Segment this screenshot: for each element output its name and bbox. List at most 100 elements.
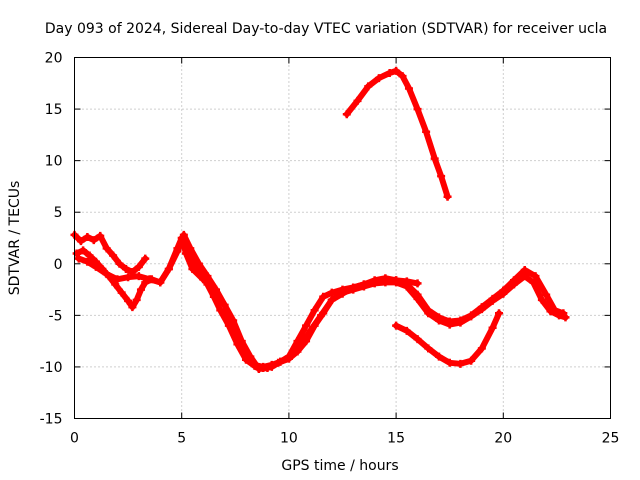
data-point bbox=[364, 82, 373, 91]
data-point bbox=[430, 154, 439, 163]
data-point bbox=[91, 262, 100, 271]
data-point bbox=[216, 306, 225, 315]
data-traces bbox=[70, 66, 570, 373]
data-point bbox=[456, 359, 465, 368]
data-point bbox=[79, 246, 88, 255]
data-point bbox=[109, 251, 118, 260]
data-point bbox=[164, 264, 173, 273]
data-point bbox=[529, 278, 538, 287]
data-point bbox=[392, 321, 401, 330]
data-point bbox=[259, 363, 268, 372]
data-point bbox=[561, 313, 570, 322]
data-point bbox=[422, 127, 431, 136]
data-point bbox=[434, 352, 443, 361]
data-point bbox=[392, 276, 401, 285]
data-point bbox=[319, 292, 328, 301]
data-point bbox=[310, 306, 319, 315]
y-tick-label: 10 bbox=[45, 154, 63, 170]
data-point bbox=[102, 244, 111, 253]
data-point bbox=[353, 96, 362, 105]
y-tick-label: -10 bbox=[40, 360, 63, 376]
data-point bbox=[134, 272, 143, 281]
data-point bbox=[467, 356, 476, 365]
data-point bbox=[424, 344, 433, 353]
data-point bbox=[413, 105, 422, 114]
data-point bbox=[302, 337, 311, 346]
chart-title: Day 093 of 2024, Sidereal Day-to-day VTE… bbox=[45, 21, 607, 37]
data-point bbox=[276, 357, 285, 366]
data-point bbox=[381, 274, 390, 283]
grid-lines bbox=[74, 57, 611, 419]
data-point bbox=[370, 276, 379, 285]
data-point bbox=[229, 316, 238, 325]
data-point bbox=[134, 262, 143, 271]
x-axis-label: GPS time / hours bbox=[281, 458, 398, 474]
data-point bbox=[413, 294, 422, 303]
y-tick-label: 5 bbox=[54, 205, 63, 221]
y-tick-label: 0 bbox=[54, 257, 63, 273]
data-point bbox=[374, 74, 383, 83]
y-tick-labels: -15 -10 -5 0 5 10 15 20 bbox=[40, 51, 63, 428]
data-point bbox=[203, 280, 212, 289]
data-point bbox=[74, 254, 83, 263]
data-point bbox=[477, 305, 486, 314]
y-tick-label: 15 bbox=[45, 102, 63, 118]
data-point bbox=[124, 273, 133, 282]
data-point bbox=[233, 340, 242, 349]
data-point bbox=[124, 296, 133, 305]
data-point bbox=[113, 275, 122, 284]
data-point bbox=[413, 335, 422, 344]
data-point bbox=[96, 231, 105, 240]
x-tick-label: 10 bbox=[280, 431, 298, 447]
data-point bbox=[402, 326, 411, 335]
data-point bbox=[132, 295, 141, 304]
data-point bbox=[89, 236, 98, 245]
data-point bbox=[443, 192, 452, 201]
data-point bbox=[121, 264, 130, 273]
data-point bbox=[156, 278, 165, 287]
data-point bbox=[224, 321, 233, 330]
x-tick-label: 5 bbox=[177, 431, 186, 447]
data-point bbox=[190, 259, 199, 268]
data-point bbox=[136, 285, 145, 294]
data-point bbox=[488, 296, 497, 305]
data-point bbox=[413, 279, 422, 288]
y-tick-label: -15 bbox=[40, 412, 63, 428]
data-point bbox=[338, 289, 347, 298]
data-point bbox=[184, 249, 193, 258]
y-tick-label: 20 bbox=[45, 51, 63, 67]
data-point bbox=[488, 323, 497, 332]
data-point bbox=[359, 280, 368, 289]
data-point bbox=[385, 68, 394, 77]
data-point bbox=[302, 321, 311, 330]
data-point bbox=[319, 309, 328, 318]
data-point bbox=[542, 290, 551, 299]
data-point bbox=[209, 292, 218, 301]
axis-ticks bbox=[74, 57, 611, 419]
data-point bbox=[392, 66, 401, 75]
data-point bbox=[145, 275, 154, 284]
data-point bbox=[349, 283, 358, 292]
data-point bbox=[537, 295, 546, 304]
plot-frame bbox=[74, 57, 611, 419]
data-point bbox=[398, 72, 407, 81]
data-point bbox=[445, 320, 454, 329]
data-point bbox=[72, 249, 81, 258]
data-point bbox=[117, 288, 126, 297]
data-point bbox=[424, 309, 433, 318]
data-point bbox=[510, 280, 519, 289]
data-point bbox=[85, 251, 94, 260]
data-point bbox=[83, 257, 92, 266]
data-point bbox=[467, 312, 476, 321]
data-point bbox=[555, 311, 564, 320]
data-point bbox=[445, 358, 454, 367]
data-point bbox=[179, 230, 188, 239]
y-tick-label: -5 bbox=[49, 308, 63, 324]
x-tick-label: 20 bbox=[494, 431, 512, 447]
data-point bbox=[546, 307, 555, 316]
data-point bbox=[342, 110, 351, 119]
data-point bbox=[402, 277, 411, 286]
data-point bbox=[267, 362, 276, 371]
data-point bbox=[173, 247, 182, 256]
data-point bbox=[284, 354, 293, 363]
